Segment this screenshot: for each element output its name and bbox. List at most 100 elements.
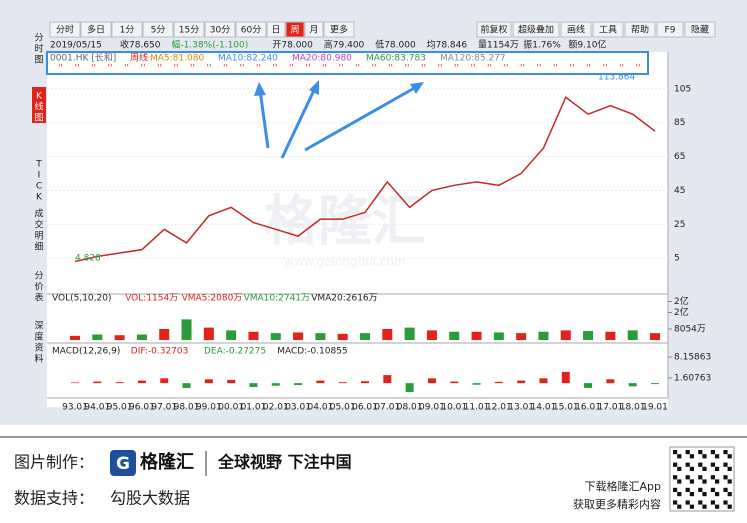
tool-button (592, 21, 624, 38)
logo-letter: G (116, 454, 130, 474)
info-item: 低78.000 (375, 39, 416, 51)
info-item: 振1.76% (523, 39, 561, 51)
tool-button (476, 21, 512, 38)
qr-cell (727, 504, 732, 509)
qr-cell (685, 450, 690, 455)
qr-cell (727, 466, 732, 471)
y-tick-label: 2亿 (674, 295, 689, 307)
tab-button (304, 21, 324, 38)
volume-bar (605, 331, 616, 340)
qr-code (669, 446, 735, 512)
marker: '' (240, 64, 245, 74)
qr-cell (677, 466, 682, 471)
macd-legend: DIF:-0.32703 (131, 347, 189, 357)
macd-bar (115, 382, 124, 384)
volume-bar (516, 333, 527, 340)
tab-button (235, 21, 267, 38)
vol-legend: VOL:1154万 (125, 294, 178, 304)
volume-bar (449, 331, 460, 340)
qr-cell (673, 475, 678, 480)
x-tick-label: 18.01 (620, 403, 646, 413)
qr-cell (715, 454, 720, 459)
qr-cell (698, 475, 703, 480)
qr-cell (685, 475, 690, 480)
qr-cell (727, 479, 732, 484)
sidebar-char: 分 (34, 271, 43, 282)
marker: '' (91, 64, 96, 74)
sidebar-char: I (38, 171, 41, 181)
sidebar-char: 交 (34, 219, 43, 231)
tab-label: 60分 (241, 25, 261, 36)
marker: '' (223, 64, 228, 74)
volume-bar (226, 330, 237, 340)
sidebar-char: K (36, 193, 43, 203)
x-tick-label: 02.01 (263, 403, 289, 413)
highlight-box (46, 51, 649, 75)
macd-bar (71, 382, 79, 384)
qr-cell (710, 500, 715, 505)
sidebar-char: 分 (34, 33, 43, 44)
marker: '' (471, 64, 476, 74)
sidebar-char: C (36, 182, 42, 192)
qr-cell (702, 454, 707, 459)
marker: '' (454, 64, 459, 74)
marker: '' (124, 64, 129, 74)
macd-bar (338, 382, 347, 384)
qr-cell (698, 450, 703, 455)
qr-cell (702, 504, 707, 509)
x-tick-label: 03.01 (285, 403, 311, 413)
macd-bar (606, 379, 615, 384)
macd-bar (294, 383, 303, 386)
qr-cell (723, 462, 728, 467)
marker: '' (553, 64, 558, 74)
x-tick-label: 94.01 (84, 403, 110, 413)
sidebar-char: 资 (34, 343, 43, 354)
volume-bar (471, 331, 482, 340)
volume-bar (114, 335, 125, 340)
macd-legend: MACD(12,26,9) (52, 347, 120, 357)
qr-cell (723, 450, 728, 455)
macd-bar (249, 383, 258, 387)
sidebar-char: 料 (34, 353, 43, 365)
tab-label: 30分 (210, 25, 230, 36)
qr-cell (673, 487, 678, 492)
sidebar-char: 明 (34, 231, 43, 242)
sidebar-char: 深 (34, 321, 43, 332)
qr-cell (698, 462, 703, 467)
logo-brand: 格隆汇 (140, 451, 194, 473)
macd-bar (361, 381, 369, 384)
macd-bar (227, 379, 236, 384)
info-item: 额9.10亿 (568, 39, 606, 51)
qr-cell (689, 466, 694, 471)
volume-bar (560, 330, 571, 340)
qr-cell (673, 500, 678, 505)
qr-cell (727, 492, 732, 497)
x-tick-label: 95.01 (107, 403, 133, 413)
qr-cell (698, 487, 703, 492)
price-line (74, 96, 656, 263)
macd-bar (628, 383, 637, 387)
ma-item: MA5:81.080 (150, 54, 204, 64)
marker: '' (207, 64, 212, 74)
volume-bar (181, 319, 192, 340)
qr-cell (689, 454, 694, 459)
sidebar-char: T (35, 160, 42, 170)
tab-label: 1分 (120, 25, 135, 36)
macd-bar (494, 381, 503, 384)
macd-bar (204, 379, 213, 384)
qr-cell (677, 454, 682, 459)
marker: '' (603, 64, 608, 74)
macd-bar (561, 371, 570, 384)
marker: '' (289, 64, 294, 74)
volume-bar (360, 333, 370, 340)
tab-button (323, 21, 355, 38)
qr-cell (689, 492, 694, 497)
qr-cell (710, 462, 715, 467)
volume-bar (426, 330, 437, 340)
volume-bar (293, 332, 304, 340)
qr-cell (715, 466, 720, 471)
x-tick-label: 97.01 (151, 403, 177, 413)
volume-bar (404, 327, 415, 340)
